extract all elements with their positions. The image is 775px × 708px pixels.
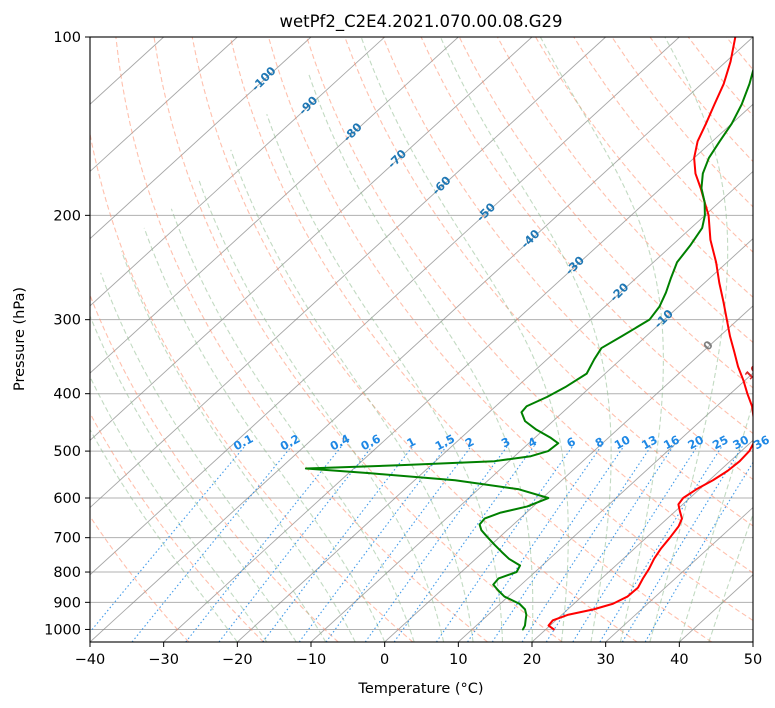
moist-adiabat-line (100, 272, 327, 642)
mixing-ratio-line (572, 445, 699, 642)
mixing-ratio-line (491, 445, 625, 642)
mixing-ratio-line (521, 445, 652, 642)
x-tick-label: −30 (148, 652, 179, 668)
dry-adiabat-line (191, 37, 638, 642)
y-axis-label: Pressure (hPa) (12, 287, 28, 391)
temperature-line (547, 37, 753, 631)
moist-adiabat-line (539, 37, 664, 642)
moist-adiabat-line (90, 428, 238, 642)
dry-adiabat-line (90, 412, 264, 642)
mixing-ratio-label: 25 (710, 432, 731, 452)
y-tick-label: 700 (53, 531, 81, 547)
dry-adiabat-line (535, 37, 753, 298)
moist-adiabat-line (121, 251, 356, 642)
chart-title: wetPf2_C2E4.2021.070.00.08.G29 (279, 12, 562, 32)
moist-adiabat-line (708, 512, 753, 642)
moist-adiabat-line (678, 401, 753, 642)
mixing-ratio-line (90, 445, 246, 633)
x-axis-ticks: −40 −30 −20 −10 0 10 20 30 40 50 (75, 642, 762, 668)
isotherm-line (605, 506, 753, 642)
y-tick-label: 900 (53, 595, 81, 611)
isotherm-line (384, 305, 753, 642)
x-tick-label: 0 (380, 652, 389, 668)
y-tick-label: 300 (53, 313, 81, 329)
mixing-ratio-line (621, 445, 744, 642)
isotherm-line (163, 103, 753, 642)
moist-adiabat-line (360, 37, 569, 642)
mixing-ratio-line (185, 445, 343, 642)
x-tick-label: 20 (523, 652, 541, 668)
isotherm-line (90, 37, 606, 509)
y-tick-label: 100 (53, 30, 81, 46)
mixing-ratio-line (467, 445, 602, 642)
dewpoint-line (304, 67, 753, 631)
moist-adiabat-line (90, 314, 297, 642)
mixing-ratio-label: 16 (661, 432, 682, 452)
x-tick-label: 30 (596, 652, 614, 668)
x-tick-label: 10 (449, 652, 467, 668)
mixing-ratio-label: 20 (685, 432, 706, 452)
isotherm-line (90, 37, 753, 642)
x-tick-label: −20 (222, 652, 253, 668)
y-tick-label: 500 (53, 444, 81, 460)
y-tick-label: 200 (53, 208, 81, 224)
dry-adiabat-line (115, 37, 488, 642)
isotherm-line (90, 37, 680, 576)
moist-adiabat-line (90, 375, 268, 642)
isotherm-line (90, 37, 238, 173)
y-axis-ticks: 100 200 300 400 500 600 700 800 900 1000 (44, 30, 90, 638)
isotherm-label: 10 (742, 362, 763, 383)
dry-adiabat-line (306, 37, 753, 574)
dry-adiabat-line (90, 131, 414, 642)
y-tick-label: 600 (53, 491, 81, 507)
isotherm-line (531, 439, 753, 642)
isotherm-line (90, 37, 312, 240)
dry-adiabat-line (153, 37, 563, 642)
moist-adiabat-line (143, 227, 386, 642)
mixing-ratio-line (364, 445, 509, 642)
dry-adiabat-line (496, 37, 753, 344)
plot-frame (89, 36, 754, 643)
isotherm-line (90, 37, 385, 307)
isotherm-line (90, 37, 533, 441)
dry-adiabat-line (267, 37, 753, 622)
mixing-ratio-line (218, 445, 373, 642)
mixing-ratio-label: 30 (730, 432, 751, 452)
isotherm-line (237, 170, 753, 642)
x-tick-label: −40 (75, 652, 106, 668)
background-lines (90, 37, 753, 642)
isotherm-line (458, 372, 753, 642)
x-tick-label: −10 (296, 652, 327, 668)
y-tick-label: 1000 (44, 622, 81, 638)
moist-adiabat-line (649, 37, 729, 642)
mixing-ratio-line (644, 461, 753, 642)
dry-adiabat-line (420, 37, 753, 435)
mixing-ratio-label: 36 (751, 432, 772, 452)
mixing-ratio-line (435, 445, 574, 642)
dry-adiabat-line (229, 37, 713, 642)
mixing-ratio-label: 13 (639, 432, 660, 452)
x-tick-label: 40 (670, 652, 688, 668)
x-tick-label: 50 (744, 652, 762, 668)
mixing-ratio-line (298, 445, 448, 642)
x-axis-label: Temperature (°C) (357, 681, 483, 697)
mixing-ratio-line (393, 445, 535, 642)
y-tick-label: 800 (53, 565, 81, 581)
mixing-ratio-label: 10 (612, 432, 633, 452)
mixing-ratio-line (262, 445, 414, 642)
moist-adiabat-line (439, 37, 612, 642)
isotherm-line (90, 37, 459, 374)
profile-lines (304, 37, 753, 631)
y-tick-label: 400 (53, 387, 81, 403)
moist-adiabat-line (266, 114, 504, 642)
mixing-ratio-line (599, 445, 723, 642)
